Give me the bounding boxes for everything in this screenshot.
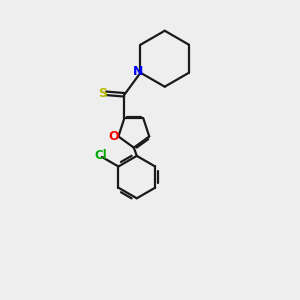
Text: O: O <box>109 130 119 143</box>
Text: Cl: Cl <box>94 149 107 162</box>
Text: N: N <box>133 65 143 78</box>
Text: S: S <box>98 87 107 100</box>
